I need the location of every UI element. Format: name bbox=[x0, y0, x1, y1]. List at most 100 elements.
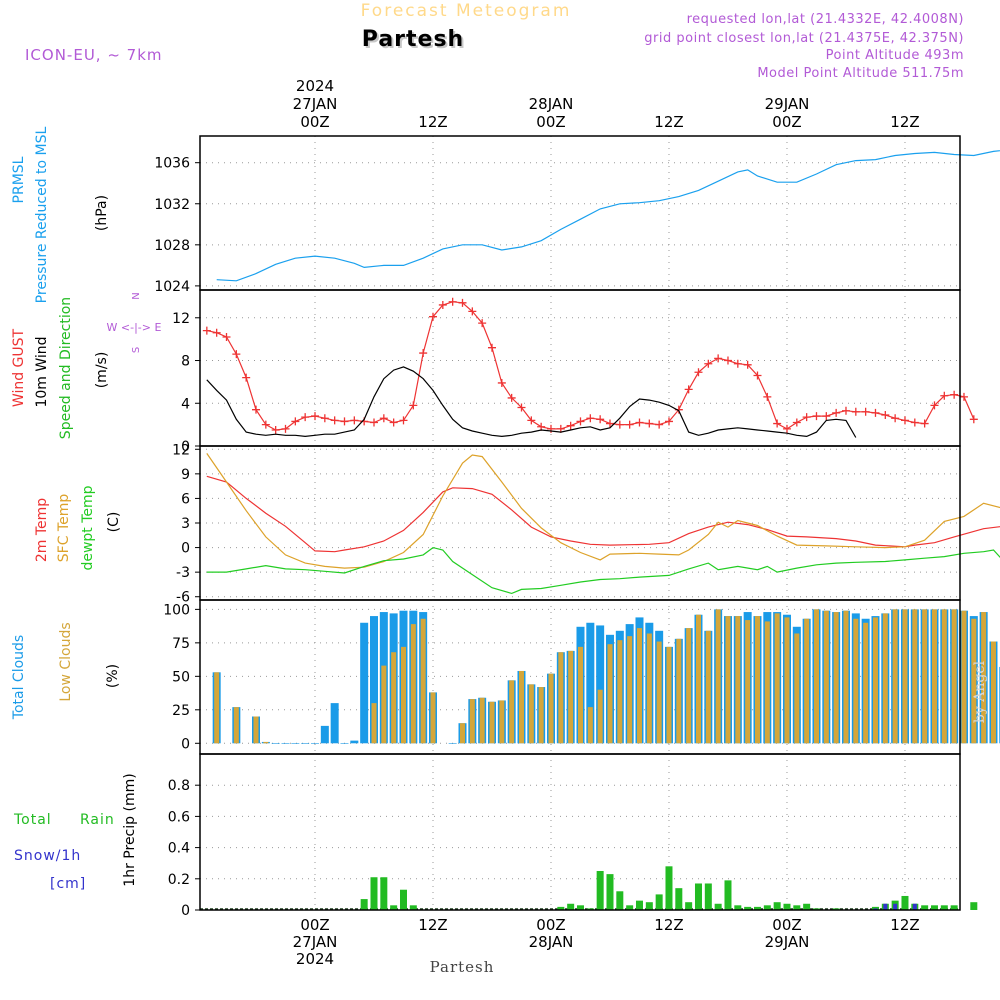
gust-marker bbox=[458, 298, 467, 307]
cloud-low-bar bbox=[990, 641, 996, 744]
gust-marker bbox=[782, 424, 791, 433]
cloud-low-bar bbox=[823, 610, 829, 744]
rain-bar bbox=[714, 903, 722, 910]
time-label-bottom: 28JAN bbox=[529, 933, 574, 951]
gust-marker bbox=[576, 417, 585, 426]
compass-s: S bbox=[131, 347, 142, 353]
gust-marker bbox=[507, 393, 516, 402]
cloud-low-bar bbox=[509, 680, 515, 744]
gust-marker bbox=[645, 419, 654, 428]
rain-bar bbox=[930, 905, 938, 910]
ytick-label: -3 bbox=[176, 565, 190, 581]
rain-bar bbox=[803, 903, 811, 910]
cloud-low-bar bbox=[666, 646, 672, 744]
gust-marker bbox=[566, 421, 575, 430]
pressure-frame bbox=[199, 135, 961, 291]
clouds-axis-titles: Total Clouds Low Clouds (%) bbox=[11, 622, 121, 720]
cloud-low-bar bbox=[489, 701, 495, 744]
cloud-low-bar bbox=[233, 707, 239, 744]
temp-ylabel-2: SFC Temp bbox=[56, 494, 72, 563]
cloud-low-bar bbox=[833, 612, 839, 744]
ytick-label: 0 bbox=[181, 903, 190, 919]
temp-ylabel-3: dewpt Temp bbox=[80, 485, 96, 570]
rain-bar bbox=[409, 905, 417, 910]
cloud-low-bar bbox=[912, 609, 918, 744]
cloud-low-bar bbox=[981, 612, 987, 744]
temperature-axis-titles: 2m Temp SFC Temp dewpt Temp (C) bbox=[34, 485, 122, 570]
precip-axis-titles: Total Rain Snow/1h [cm] 1hr Precip (mm) bbox=[13, 773, 138, 892]
temp-unit: (C) bbox=[106, 512, 122, 533]
cloud-low-bar bbox=[705, 630, 711, 744]
gust-marker bbox=[596, 415, 605, 424]
cloud-low-bar bbox=[715, 609, 721, 744]
ytick-label: 25 bbox=[172, 703, 190, 719]
time-label-top: 00Z bbox=[300, 113, 329, 131]
time-label-top: 28JAN bbox=[529, 95, 574, 113]
rain-bar bbox=[380, 877, 388, 910]
gust-marker bbox=[773, 419, 782, 428]
cloud-total-bar bbox=[350, 740, 359, 744]
gust-marker bbox=[940, 391, 949, 400]
gust-marker bbox=[743, 360, 752, 369]
cloud-low-bar bbox=[882, 613, 888, 744]
ytick-label: 1024 bbox=[154, 279, 190, 295]
clouds-panel: 0 25 50 75 100 bbox=[163, 599, 1000, 755]
gust-marker bbox=[891, 414, 900, 423]
series-line bbox=[206, 301, 975, 431]
ytick-label: 0 bbox=[181, 541, 190, 557]
gust-marker bbox=[861, 407, 870, 416]
compass-we: W <-|-> E bbox=[107, 321, 162, 334]
cloud-total-bar bbox=[271, 743, 280, 744]
time-label-top: 00Z bbox=[772, 113, 801, 131]
gust-marker bbox=[605, 419, 614, 428]
gust-marker bbox=[723, 356, 732, 365]
gust-marker bbox=[655, 420, 664, 429]
cloud-low-bar bbox=[400, 646, 406, 744]
gust-marker bbox=[202, 326, 211, 335]
gust-marker bbox=[792, 418, 801, 427]
ytick-label: 0 bbox=[181, 736, 190, 752]
series-line bbox=[206, 453, 1000, 569]
rain-bar bbox=[390, 905, 398, 910]
cloud-low-bar bbox=[843, 610, 849, 744]
cloud-total-bar bbox=[360, 622, 369, 744]
cloud-low-bar bbox=[971, 618, 977, 744]
gust-marker bbox=[586, 414, 595, 423]
pressure-ylabel-2: Pressure Reduced to MSL bbox=[34, 126, 50, 303]
cloud-low-bar bbox=[784, 617, 790, 744]
cloud-low-bar bbox=[853, 618, 859, 744]
time-label-bottom: 2024 bbox=[296, 950, 334, 968]
gust-marker bbox=[330, 416, 339, 425]
cloud-low-bar bbox=[941, 609, 947, 744]
cloud-low-bar bbox=[745, 620, 751, 744]
time-label-top: 27JAN bbox=[293, 95, 338, 113]
gust-marker bbox=[802, 413, 811, 422]
gust-marker bbox=[920, 419, 929, 428]
page-title: Partesh bbox=[362, 27, 464, 52]
gust-marker bbox=[930, 401, 939, 410]
gust-marker bbox=[832, 408, 841, 417]
gust-marker bbox=[950, 390, 959, 399]
cloud-low-bar bbox=[518, 670, 524, 744]
gust-marker bbox=[291, 417, 300, 426]
gust-marker bbox=[419, 349, 428, 358]
cloud-low-bar bbox=[872, 617, 878, 744]
rain-bar bbox=[645, 902, 653, 910]
gust-marker bbox=[625, 420, 634, 429]
cloud-low-bar bbox=[813, 609, 819, 744]
title-shadow: Partesh bbox=[364, 29, 466, 54]
requested-coords: requested lon,lat (21.4332E, 42.4008N) bbox=[687, 12, 964, 27]
rain-bar bbox=[734, 905, 742, 910]
ytick-label: 0 bbox=[181, 439, 190, 455]
rain-bar bbox=[616, 891, 624, 910]
ytick-label: 100 bbox=[163, 602, 190, 618]
rain-bar bbox=[901, 895, 909, 910]
cloud-low-bar bbox=[420, 618, 426, 744]
gust-marker bbox=[812, 412, 821, 421]
cloud-low-bar bbox=[548, 673, 554, 744]
gust-marker bbox=[271, 425, 280, 434]
rain-bar bbox=[783, 903, 791, 910]
gust-marker bbox=[704, 359, 713, 368]
cloud-low-bar bbox=[214, 672, 220, 744]
